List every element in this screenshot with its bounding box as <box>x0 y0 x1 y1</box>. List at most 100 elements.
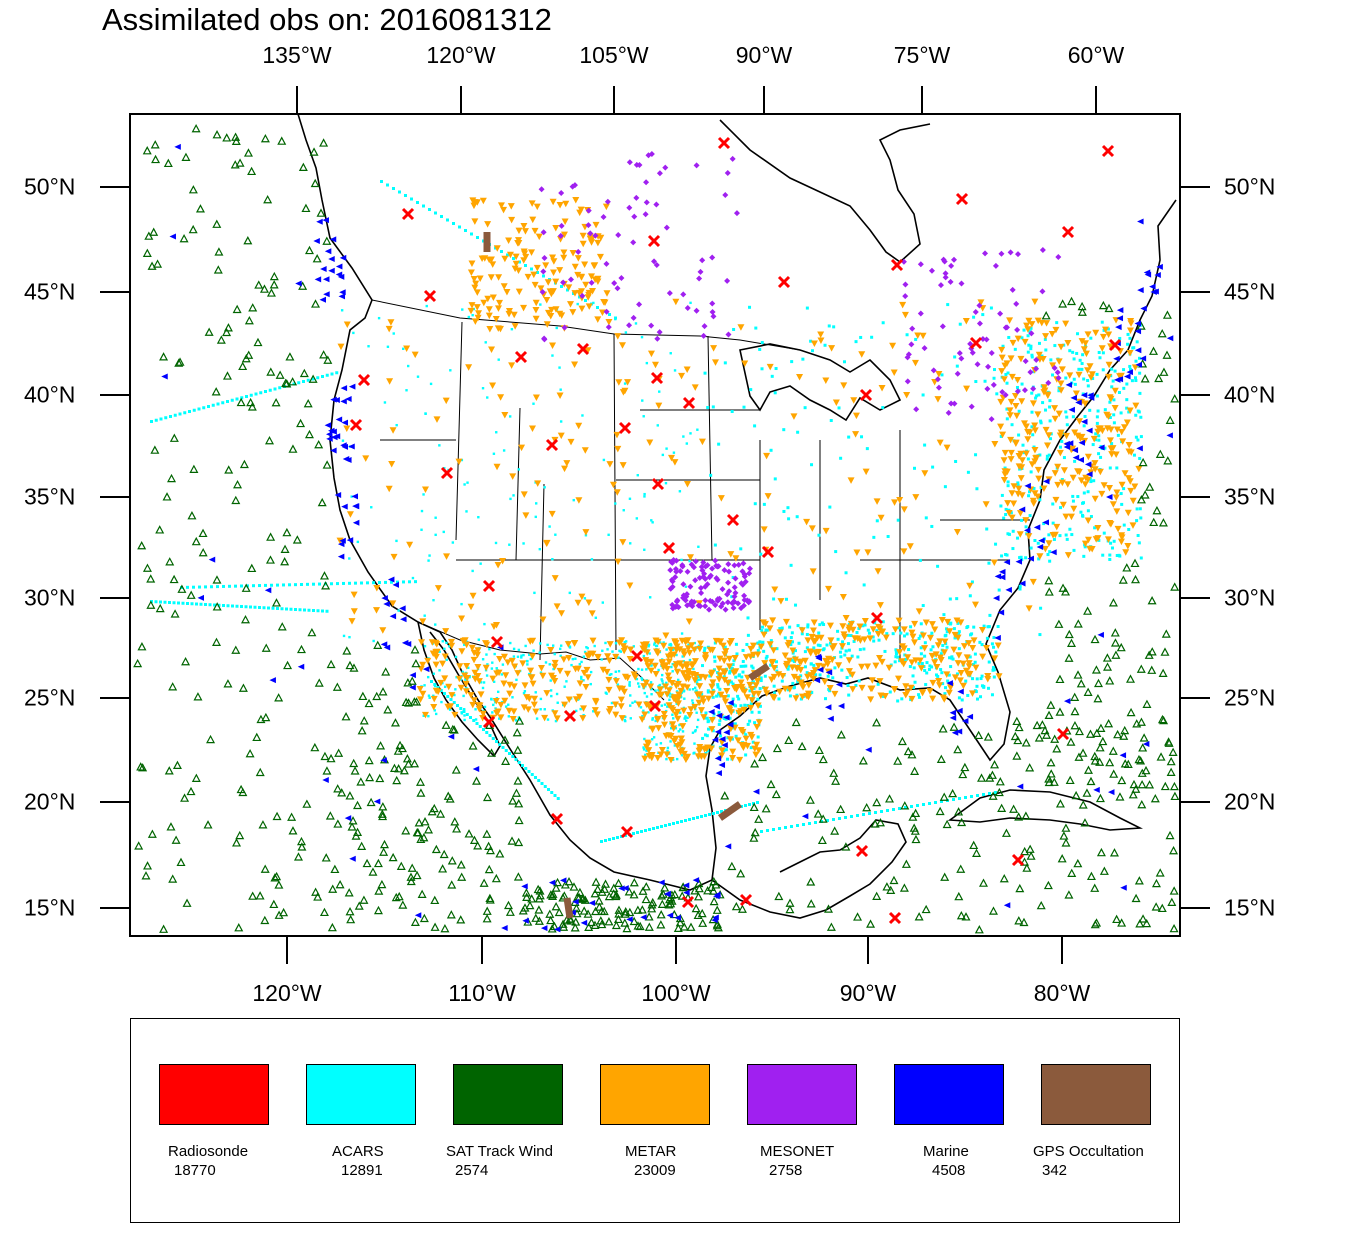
metar-marker <box>1000 477 1008 484</box>
metar-marker <box>1051 470 1059 477</box>
acars-marker <box>510 327 514 331</box>
acars-marker <box>632 832 635 835</box>
sat-track-wind-marker <box>347 822 357 831</box>
acars-marker <box>845 675 849 679</box>
mesonet-marker <box>1013 300 1020 307</box>
acars-marker <box>500 673 504 676</box>
acars-marker <box>706 406 710 410</box>
acars-marker <box>467 666 470 670</box>
metar-marker <box>722 648 730 655</box>
acars-marker <box>705 716 709 720</box>
acars-marker <box>642 415 645 418</box>
metar-marker <box>934 396 942 403</box>
sat-track-wind-marker <box>373 640 383 649</box>
metar-marker <box>1013 412 1021 420</box>
sat-track-wind-marker <box>995 777 1005 786</box>
sat-track-wind-marker <box>641 882 651 891</box>
acars-marker <box>608 673 612 676</box>
acars-marker <box>806 623 810 627</box>
metar-marker <box>647 683 655 690</box>
sat-track-wind-marker <box>644 922 654 931</box>
map-frame <box>129 113 1181 937</box>
mesonet-marker <box>558 222 565 229</box>
radiosonde-marker <box>630 649 644 663</box>
acars-marker <box>433 684 437 688</box>
radiosonde-marker <box>682 396 696 410</box>
acars-marker <box>660 825 663 828</box>
metar-marker <box>907 684 915 692</box>
metar-marker <box>716 672 724 679</box>
acars-marker <box>1038 633 1042 637</box>
mesonet-marker <box>709 300 716 307</box>
sat-track-wind-marker <box>198 528 208 538</box>
acars-marker <box>871 635 875 639</box>
acars-marker <box>482 681 486 684</box>
sat-track-wind-marker <box>484 864 494 874</box>
metar-marker <box>687 706 695 713</box>
radiosonde-marker <box>349 418 363 432</box>
metar-marker <box>964 670 972 678</box>
sat-track-wind-marker <box>414 818 424 827</box>
sat-track-wind-marker <box>193 692 203 701</box>
metar-marker <box>918 689 926 696</box>
marine-marker <box>383 644 391 651</box>
sat-track-wind-marker <box>155 525 165 534</box>
metar-marker <box>469 701 477 709</box>
acars-marker <box>751 740 755 744</box>
acars-marker <box>1018 584 1022 588</box>
metar-marker <box>819 663 827 670</box>
radiosonde-x-stroke <box>349 418 363 432</box>
sat-track-wind-marker <box>244 350 254 359</box>
acars-marker <box>734 704 738 708</box>
acars-marker <box>458 225 461 229</box>
acars-marker <box>770 374 774 378</box>
metar-marker <box>1091 495 1099 503</box>
radiosonde-marker <box>855 844 869 858</box>
metar-marker <box>1022 517 1030 524</box>
acars-marker <box>927 667 931 671</box>
acars-marker <box>784 826 787 829</box>
mesonet-marker <box>735 561 742 568</box>
metar-marker <box>545 309 553 317</box>
sat-track-wind-marker <box>513 776 523 785</box>
marine-marker <box>1116 315 1124 322</box>
metar-marker <box>727 725 735 733</box>
sat-track-wind-marker <box>258 820 268 829</box>
acars-marker <box>987 660 991 664</box>
metar-marker <box>764 493 772 500</box>
acars-marker <box>684 716 687 719</box>
acars-marker <box>708 674 712 678</box>
acars-marker <box>749 746 753 750</box>
legend-count-sat-track-wind: 2574 <box>455 1162 489 1179</box>
acars-marker <box>810 463 814 467</box>
sat-track-wind-marker <box>440 923 450 933</box>
acars-marker <box>453 693 456 697</box>
acars-marker <box>485 653 488 656</box>
sat-track-wind-marker <box>948 788 958 798</box>
acars-marker <box>980 684 984 688</box>
legend-label-sat-track-wind: SAT Track Wind <box>446 1143 553 1160</box>
marine-marker <box>326 435 333 442</box>
acars-marker <box>639 706 643 709</box>
sat-track-wind-marker <box>266 367 276 376</box>
metar-marker <box>994 642 1002 649</box>
sat-track-wind-marker <box>269 280 279 289</box>
sat-track-wind-marker <box>395 740 405 750</box>
acars-marker <box>775 669 779 673</box>
mesonet-marker <box>699 257 706 264</box>
metar-marker <box>890 369 898 376</box>
acars-marker <box>330 582 333 586</box>
sat-track-wind-marker <box>1103 662 1113 671</box>
acars-marker <box>772 828 775 831</box>
acars-marker <box>749 702 753 706</box>
metar-marker <box>1127 320 1135 327</box>
metar-marker <box>667 454 675 462</box>
sat-track-wind-marker <box>613 914 623 924</box>
metar-marker <box>564 670 572 678</box>
sat-track-wind-marker <box>351 831 361 840</box>
metar-marker <box>881 692 889 700</box>
acars-marker <box>628 683 631 686</box>
sat-track-wind-marker <box>1140 374 1150 383</box>
mesonet-marker <box>648 150 655 157</box>
sat-track-wind-marker <box>1044 777 1054 787</box>
